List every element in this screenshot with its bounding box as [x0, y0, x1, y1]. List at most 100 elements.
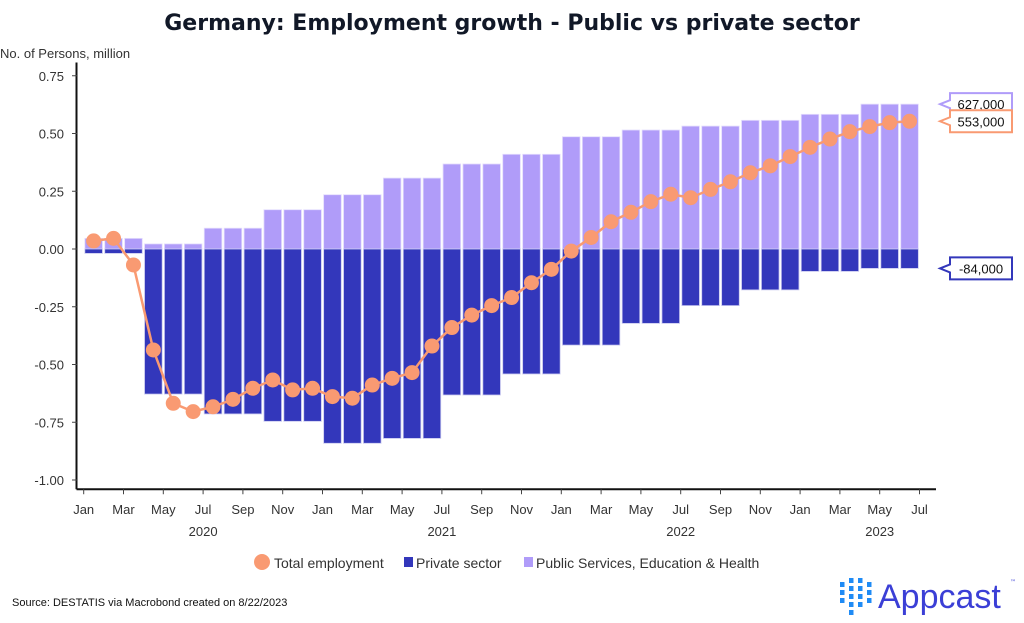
legend-label: Total employment	[274, 555, 384, 571]
private-sector-bar	[283, 248, 302, 422]
total-employment-point	[683, 190, 699, 206]
x-year-label: 2021	[427, 524, 456, 539]
private-sector-bar	[860, 248, 879, 269]
private-sector-bar	[900, 248, 919, 269]
appcast-logo-icon	[840, 578, 872, 615]
public-sector-bar	[363, 194, 382, 250]
private-sector-bar	[780, 248, 800, 291]
private-sector-bar	[263, 248, 282, 422]
x-tick-label: Mar	[829, 502, 852, 517]
logo-dot	[849, 578, 854, 583]
y-tick-label: 0.75	[39, 69, 64, 84]
logo-dot	[858, 602, 863, 607]
callout-label: 553,000	[958, 114, 1005, 129]
private-sector-bar	[124, 248, 143, 254]
y-tick-label: 0.00	[39, 242, 64, 257]
total-employment-point	[802, 139, 818, 155]
total-employment-point	[145, 342, 161, 358]
y-tick-label: -0.25	[34, 300, 64, 315]
public-sector-bar	[601, 136, 621, 250]
axes-layer: 0.75 0.50 0.25 0.00 -0.25 -0.50 -0.75 -1.00 Jan M…	[34, 62, 936, 539]
total-employment-point	[265, 372, 281, 388]
public-sector-bar	[462, 163, 481, 250]
logo-dot	[867, 598, 872, 603]
y-axis-label: No. of Persons, million	[0, 46, 130, 61]
x-tick-label: Sep	[470, 502, 493, 517]
private-sector-bar	[601, 248, 621, 346]
private-sector-bar	[84, 248, 103, 254]
appcast-logo-text: Appcast	[878, 578, 1001, 616]
total-employment-point	[742, 165, 758, 181]
private-sector-bar	[183, 248, 203, 395]
public-sector-bar	[263, 209, 282, 250]
callout-box	[937, 109, 1013, 134]
private-sector-bar	[203, 248, 223, 415]
x-tick-label: Sep	[231, 502, 254, 517]
public-sector-bar	[124, 237, 143, 250]
bars-layer	[84, 103, 919, 444]
logo-dot	[867, 582, 872, 587]
logo-dot	[840, 598, 845, 603]
public-sector-bar	[144, 243, 163, 250]
x-tick-label: Jul	[672, 502, 689, 517]
chart-title: Germany: Employment growth - Public vs p…	[164, 11, 860, 36]
private-sector-bar	[363, 248, 382, 444]
total-employment-point	[523, 275, 539, 291]
public-sector-bar	[780, 119, 800, 250]
logo-dot	[849, 602, 854, 607]
x-tick-label: Jan	[551, 502, 572, 517]
legend: Total employment Private sector Public Ser…	[254, 554, 759, 571]
logo-dot	[858, 586, 863, 591]
total-employment-point	[245, 380, 261, 396]
x-tick-label: Mar	[351, 502, 374, 517]
public-sector-bar	[800, 113, 820, 250]
callout-label: -84,000	[959, 261, 1003, 276]
total-employment-point	[86, 233, 102, 249]
legend-label: Private sector	[416, 555, 502, 571]
x-year-label: 2020	[189, 524, 218, 539]
total-employment-point	[424, 338, 440, 354]
x-tick-label: Jan	[790, 502, 811, 517]
public-sector-bar	[343, 194, 362, 250]
public-sector-bar	[681, 125, 700, 250]
total-employment-point	[543, 261, 559, 277]
logo-dot	[849, 594, 854, 599]
total-employment-point	[285, 382, 301, 398]
public-sector-bar	[641, 129, 661, 250]
total-employment-point	[623, 204, 639, 220]
x-tick-label: May	[867, 502, 892, 517]
callout-box	[937, 256, 1013, 281]
total-employment-point	[762, 158, 778, 174]
legend-marker-square	[404, 557, 413, 567]
x-tick-label: Nov	[271, 502, 295, 517]
private-sector-bar	[402, 248, 422, 439]
private-sector-bar	[661, 248, 680, 324]
private-sector-bar	[741, 248, 760, 291]
x-tick-label: May	[151, 502, 176, 517]
total-employment-point	[902, 113, 918, 129]
total-employment-point	[822, 131, 838, 147]
x-tick-label: Jan	[73, 502, 94, 517]
logo-dot	[858, 594, 863, 599]
legend-label: Public Services, Education & Health	[536, 555, 759, 571]
private-sector-bar	[502, 248, 521, 375]
public-sector-bar	[223, 227, 243, 250]
public-sector-bar	[402, 177, 422, 250]
private-sector-bar	[323, 248, 342, 444]
total-employment-point	[722, 174, 738, 190]
total-employment-point	[563, 243, 579, 259]
total-employment-point	[364, 377, 380, 393]
legend-item: Public Services, Education & Health	[524, 555, 759, 571]
private-sector-bar	[880, 248, 899, 269]
total-employment-point	[583, 229, 599, 245]
total-employment-point	[404, 365, 420, 381]
legend-marker-circle	[254, 554, 270, 570]
private-sector-bar	[482, 248, 501, 396]
total-employment-point	[464, 307, 480, 323]
total-employment-point	[185, 404, 201, 420]
x-tick-label: May	[390, 502, 415, 517]
logo-dot	[849, 586, 854, 591]
x-tick-label: Sep	[709, 502, 732, 517]
logo-dot	[840, 582, 845, 587]
public-sector-bar	[482, 163, 501, 250]
